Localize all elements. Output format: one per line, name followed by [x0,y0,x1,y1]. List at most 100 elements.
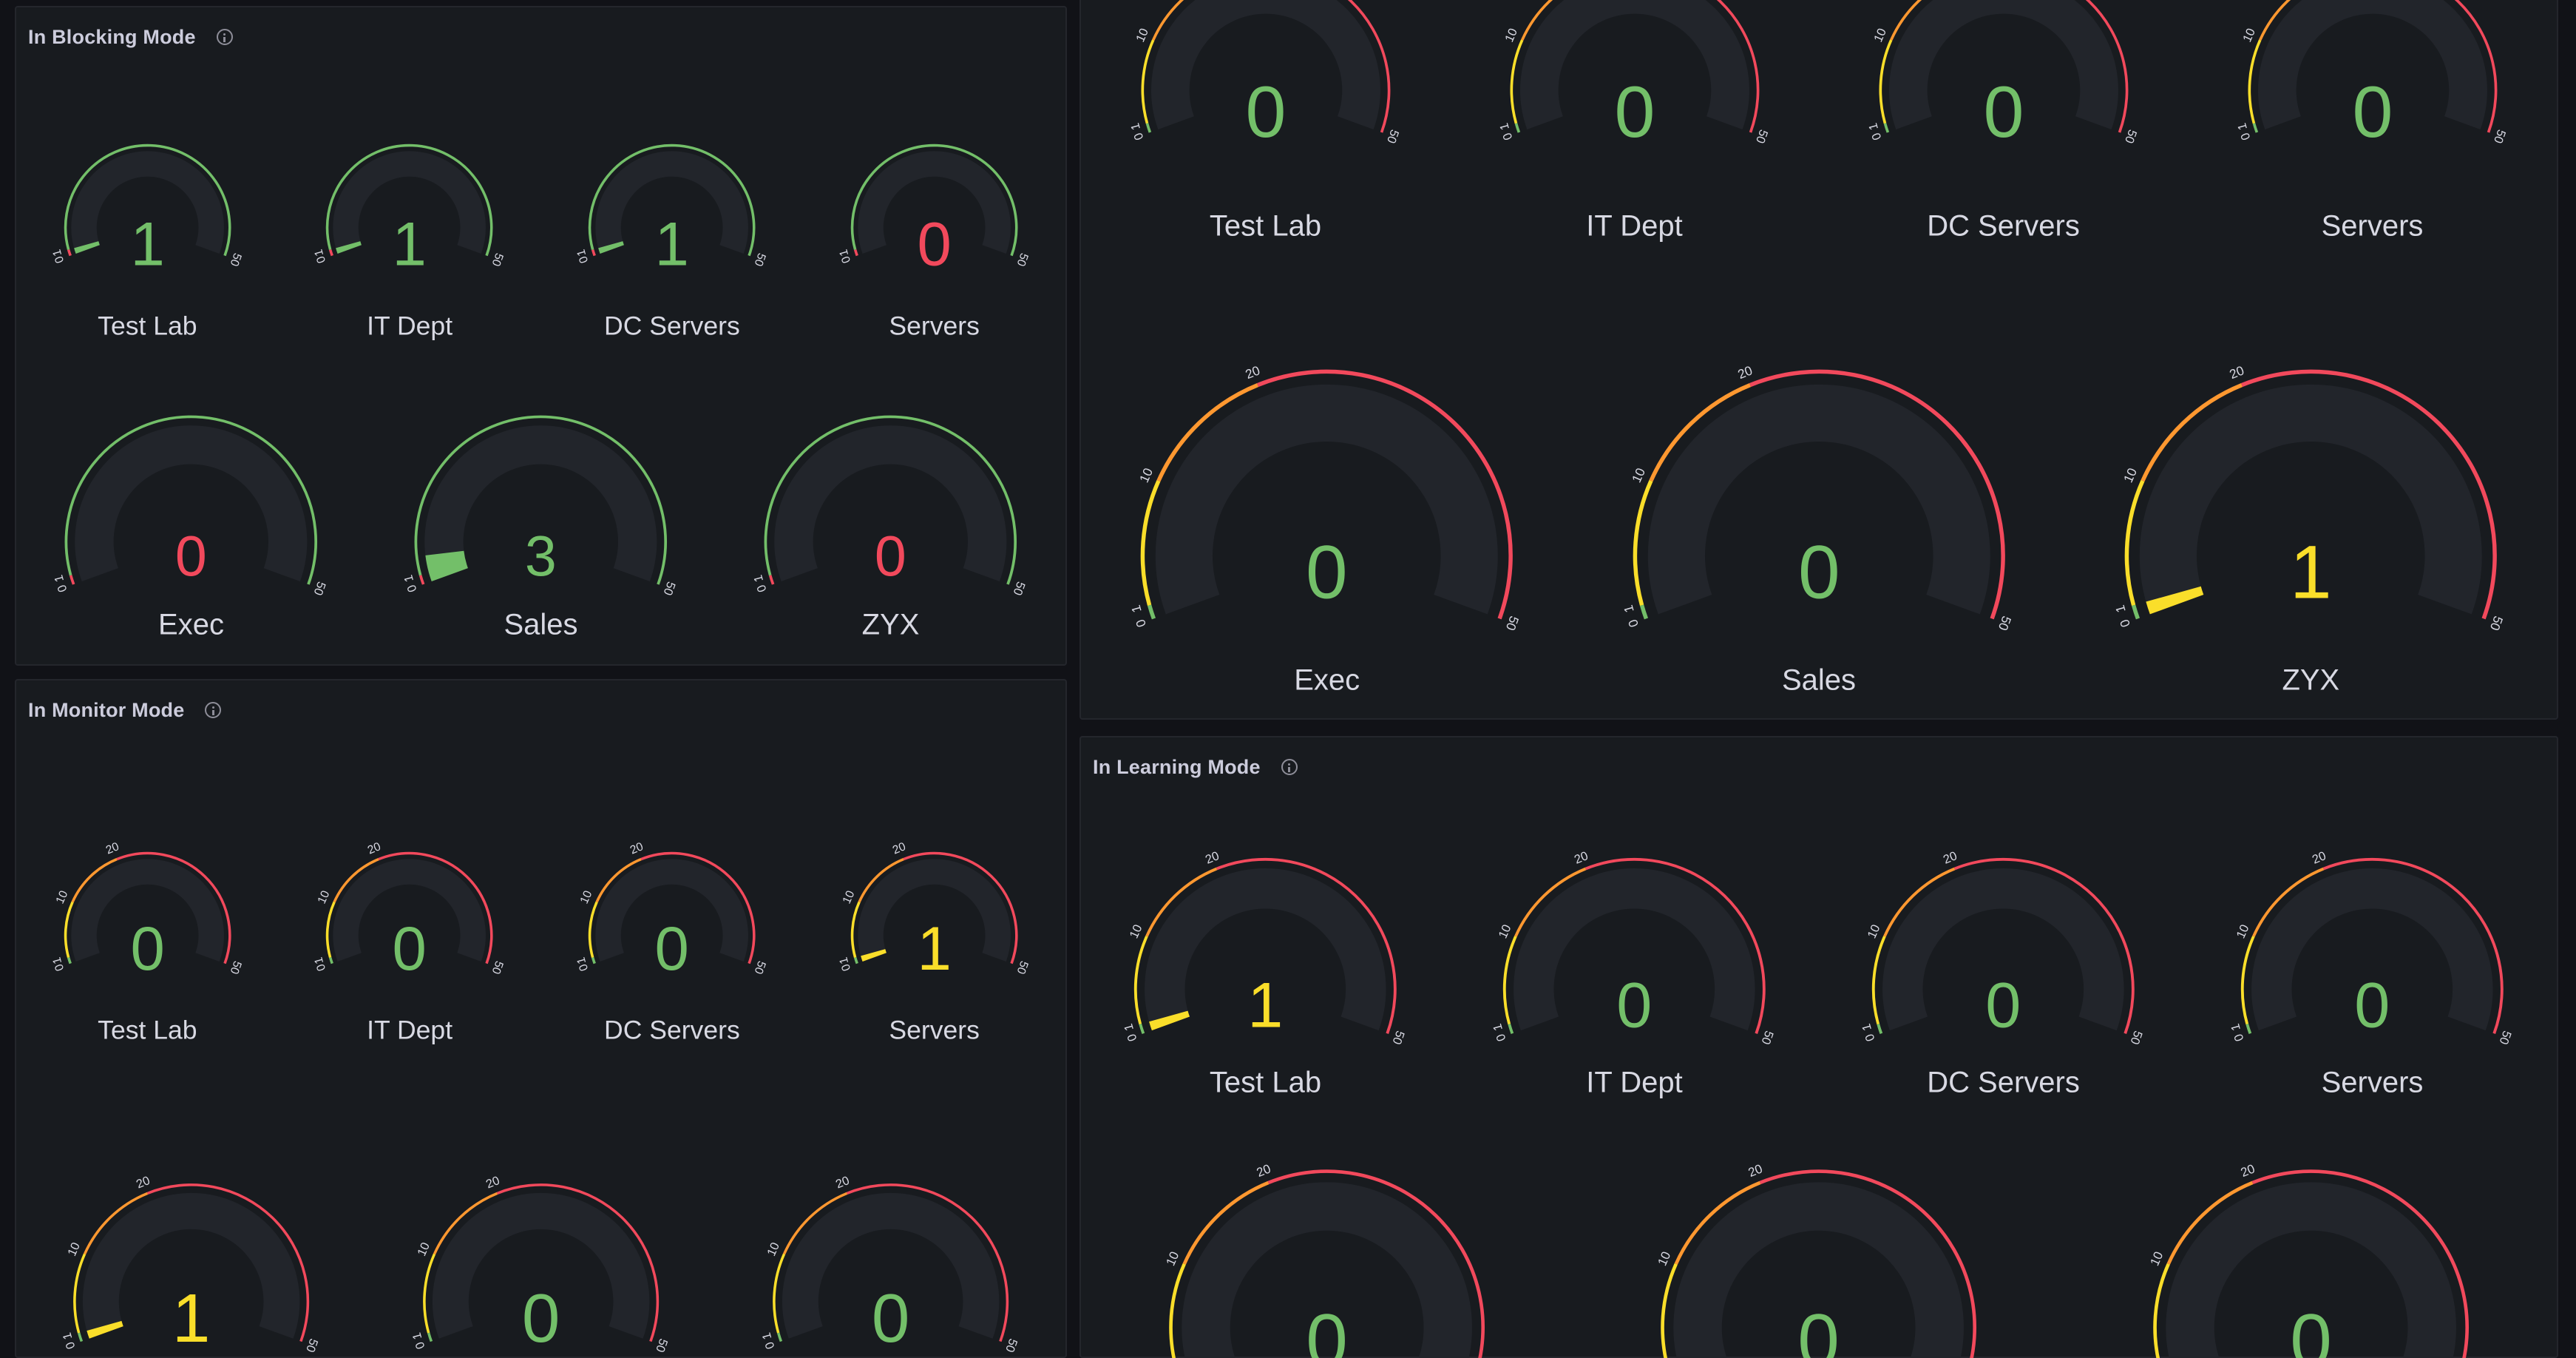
threshold-arc [326,143,493,257]
threshold-arc [1139,1023,1145,1034]
threshold-arc [2152,1263,2170,1358]
threshold-arc [427,1332,433,1342]
threshold-arc [1585,857,1766,1034]
threshold-arc [1889,0,1922,41]
gauge-dial: 01 50 3 [401,415,678,597]
threshold-label: 50 [227,959,243,976]
gauge-value: 0 [1306,530,1348,614]
gauge-label: Servers [889,311,980,341]
threshold-arc [2248,39,2261,124]
gauge-track [1156,384,1499,614]
gauge-track [858,151,1011,254]
gauge-label: ZYX [2282,663,2340,697]
threshold-arc [2252,123,2258,133]
panel-title: In Blocking Mode [28,25,196,48]
threshold-arc [1267,1169,1485,1358]
threshold-arc [378,851,493,964]
threshold-label: 50 [661,580,678,597]
threshold-arc [850,901,861,958]
gauge-track [2139,384,2482,614]
gauge-track [333,151,487,254]
gauge-value: 0 [522,1280,560,1357]
threshold-arc [589,143,756,257]
gauge-label: Test Lab [98,1015,197,1045]
gauge-value-fill [1149,1010,1190,1030]
threshold-arc [2241,935,2255,1024]
info-icon[interactable] [216,29,233,45]
threshold-label: 50 [1011,580,1028,597]
info-icon[interactable] [205,702,222,718]
threshold-arc [329,249,334,257]
gauge-value: 0 [655,914,689,983]
panel-in-blocking-mode: In Blocking Mode 0 1 50 1 Test Lab 0 1 50 1 IT De… [15,6,1067,666]
threshold-arc [853,249,858,257]
gauge-track [1888,0,2118,129]
gauge-track [82,1193,300,1340]
threshold-label: 20 [1746,1162,1765,1180]
threshold-arc [333,857,380,902]
panel-in-learning-mode: In Learning Mode 0 1 10 20 50 1 Test Lab 0 1 10 20… [1079,736,2558,1358]
gauge-label: Servers [2321,1066,2424,1099]
threshold-label: 20 [2311,848,2328,867]
gauge-value: 3 [525,524,557,588]
gauge-value: 1 [2290,530,2332,614]
threshold-arc [1633,479,1653,606]
gauge-label: IT Dept [367,1015,453,1045]
gauge-value: 0 [872,1280,909,1357]
threshold-label: 0 [2117,617,2133,629]
gauge-label: Exec [158,608,224,641]
threshold-arc [2132,604,2141,619]
gauge-value-fill [2146,585,2204,614]
gauge-label: Servers [2321,209,2424,243]
gauge-value: 0 [1614,71,1655,152]
threshold-arc [1883,123,1889,133]
threshold-label: 10 [1629,465,1648,484]
threshold-arc [2454,0,2497,133]
threshold-arc [2258,0,2291,41]
threshold-arc [414,415,668,585]
threshold-arc [146,1183,310,1342]
threshold-arc [1954,857,2135,1034]
threshold-label: 0 [1125,1032,1140,1043]
threshold-label: 1 [313,248,327,257]
gauge-dial: 01 501 [313,143,506,278]
threshold-label: 10 [841,888,858,905]
threshold-label: 20 [628,840,645,857]
threshold-label: 50 [311,580,328,597]
gauge-track [71,151,224,254]
threshold-label: 0 [1625,617,1641,629]
threshold-label: 0 [413,1340,427,1351]
threshold-label: 1 [575,248,589,257]
threshold-arc [2166,1180,2254,1265]
threshold-label: 1 [837,956,851,965]
threshold-label: 1 [50,248,64,257]
threshold-arc [773,1254,786,1334]
threshold-label: 10 [415,1240,433,1258]
gauge-value: 0 [1798,1298,1840,1358]
threshold-label: 1 [1490,1022,1505,1033]
gauge-value: 0 [1985,970,2021,1041]
threshold-arc [1169,1263,1186,1358]
threshold-label: 1 [1859,1022,1874,1033]
threshold-label: 0 [2231,1032,2247,1043]
gauge-track [71,859,224,962]
threshold-arc [1760,1169,1977,1358]
threshold-arc [1151,0,1184,41]
threshold-label: 10 [1127,922,1145,941]
gauge-label: IT Dept [367,311,453,341]
gauge-track [1182,1182,1472,1358]
threshold-label: 20 [1244,362,1262,382]
threshold-arc [64,143,231,257]
threshold-arc [1649,382,1751,482]
info-icon[interactable] [1281,759,1298,775]
threshold-label: 10 [65,1240,83,1258]
threshold-arc [1347,0,1390,133]
threshold-arc [1148,604,1156,619]
gauge-label: DC Servers [604,311,740,341]
